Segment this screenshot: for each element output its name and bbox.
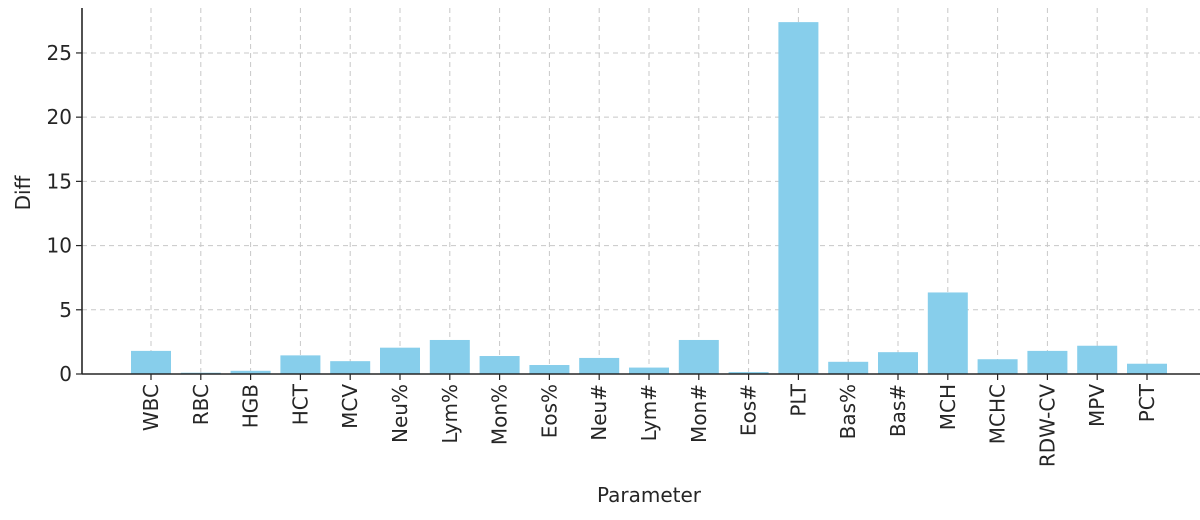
- bar-hct: [280, 355, 321, 374]
- x-tick-label: Eos%: [537, 384, 561, 438]
- x-tick-label: Neu#: [587, 384, 611, 441]
- x-tick-label: Bas#: [886, 384, 910, 437]
- bar-lym-: [629, 367, 669, 374]
- bar-mchc: [977, 359, 1018, 374]
- y-tick-label: 25: [47, 41, 72, 65]
- x-tick-label: RBC: [189, 384, 213, 425]
- bar-hgb: [230, 370, 271, 374]
- x-tick-label: RDW-CV: [1035, 384, 1059, 467]
- x-tick-label: Mon#: [687, 384, 711, 443]
- bar-eos-: [529, 365, 570, 374]
- bar-neu-: [579, 357, 620, 374]
- bar-lym-: [429, 339, 470, 374]
- x-tick-label: MPV: [1085, 384, 1109, 427]
- x-axis-title: Parameter: [597, 483, 702, 507]
- x-tick-label: WBC: [139, 384, 163, 431]
- y-tick-label: 15: [47, 169, 72, 193]
- bar-mon-: [479, 356, 520, 374]
- bar-mpv: [1077, 345, 1118, 374]
- bar-mon-: [678, 339, 719, 374]
- x-tick-label: PLT: [786, 383, 810, 416]
- x-tick-label: Lym#: [637, 384, 661, 441]
- x-tick-label: Eos#: [737, 384, 761, 436]
- x-tick-label: MCV: [338, 384, 362, 429]
- x-tick-label: Bas%: [836, 384, 860, 439]
- grid-lines: [82, 8, 1200, 375]
- axes: [81, 8, 1200, 375]
- bar-eos-: [728, 372, 769, 374]
- y-axis-ticks: 0 5 10 15 20 25: [47, 41, 82, 386]
- bar-wbc: [131, 350, 171, 374]
- x-tick-label: Mon%: [488, 384, 512, 445]
- bars: [131, 22, 1167, 375]
- x-tick-label: Lym%: [438, 384, 462, 444]
- y-tick-label: 5: [59, 298, 72, 322]
- y-tick-label: 0: [59, 362, 72, 386]
- bar-rdw-cv: [1027, 350, 1068, 374]
- bar-bas-: [828, 361, 869, 374]
- bar-neu-: [380, 347, 420, 374]
- y-axis-title: Diff: [11, 174, 35, 210]
- x-tick-label: MCHC: [986, 384, 1010, 444]
- bar-mch: [927, 292, 968, 374]
- bar-plt: [778, 22, 819, 375]
- y-tick-label: 10: [47, 234, 72, 258]
- bar-mcv: [330, 361, 371, 374]
- bar-bas-: [878, 352, 918, 374]
- x-axis-ticks: WBC RBC HGB HCT MCV Neu% Lym% Mon% Eos% Neu# Lym# M…: [139, 374, 1159, 467]
- x-tick-label: HCT: [288, 383, 312, 425]
- x-tick-label: Neu%: [388, 384, 412, 443]
- x-tick-label: PCT: [1135, 383, 1159, 422]
- x-tick-label: MCH: [936, 384, 960, 430]
- x-tick-label: HGB: [239, 384, 263, 428]
- bar-pct: [1127, 363, 1167, 374]
- y-tick-label: 20: [47, 105, 72, 129]
